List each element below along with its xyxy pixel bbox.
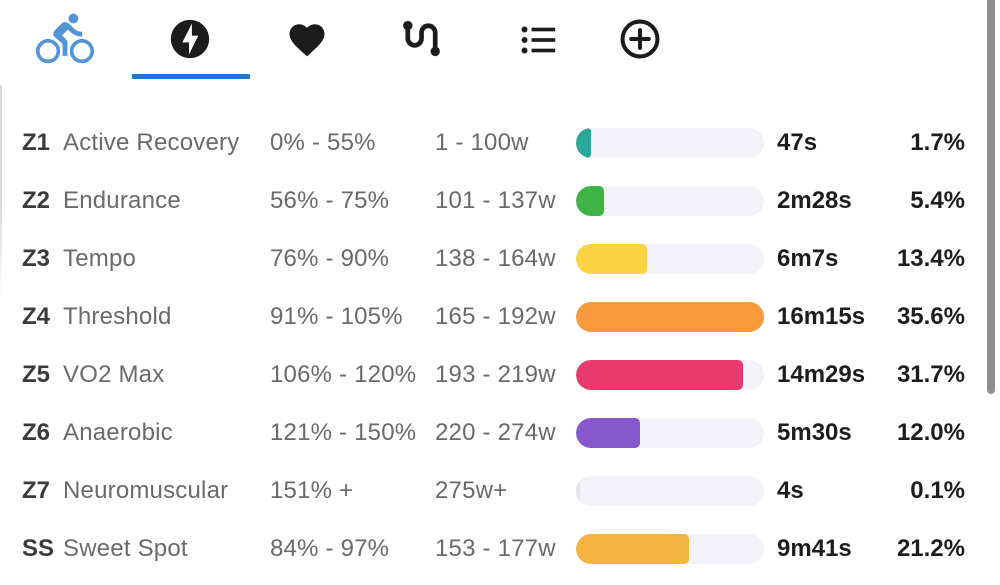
zone-pct-of-total: 5.4% — [910, 187, 965, 214]
tab-header — [0, 0, 1000, 100]
zone-code: Z1 — [22, 129, 51, 156]
zone-code: Z2 — [22, 187, 51, 214]
route-icon — [403, 20, 440, 57]
zone-pct-range: 76% - 90% — [270, 245, 390, 272]
zone-code: Z3 — [22, 245, 51, 272]
zone-bar-track — [576, 476, 764, 506]
tab-heart-rate[interactable] — [285, 19, 329, 61]
zone-row[interactable]: Z3 Tempo 76% - 90% 138 - 164w 6m7s 13.4% — [0, 230, 1000, 288]
zone-watt-range: 1 - 100w — [435, 129, 529, 156]
zone-row[interactable]: Z6 Anaerobic 121% - 150% 220 - 274w 5m30… — [0, 404, 1000, 462]
zone-bar-track — [576, 186, 764, 216]
zone-bar-fill — [576, 244, 647, 274]
zone-code: Z5 — [22, 361, 51, 388]
tab-add[interactable] — [617, 16, 663, 62]
tab-zone-list[interactable] — [516, 19, 560, 61]
zone-name: Sweet Spot — [63, 535, 188, 562]
zone-pct-of-total: 35.6% — [896, 303, 965, 330]
zone-code: Z7 — [22, 477, 51, 504]
zone-watt-range: 193 - 219w — [435, 361, 556, 388]
zone-code: SS — [22, 535, 55, 562]
active-tab-underline — [132, 74, 250, 79]
zone-bar-fill — [576, 186, 605, 216]
zone-time: 6m7s — [777, 245, 839, 272]
zone-watt-range: 101 - 137w — [435, 187, 556, 214]
zone-bar-fill — [576, 302, 764, 332]
zone-bar-track — [576, 418, 764, 448]
tab-route[interactable] — [398, 15, 445, 62]
zone-bar-track — [576, 360, 764, 390]
zone-time: 9m41s — [777, 535, 852, 562]
zone-bar-track — [576, 244, 764, 274]
zone-code: Z6 — [22, 419, 51, 446]
scrollbar[interactable] — [987, 0, 995, 394]
zone-watt-range: 275w+ — [435, 477, 508, 504]
zone-pct-range: 151% + — [270, 477, 354, 504]
zone-table: Z1 Active Recovery 0% - 55% 1 - 100w 47s… — [0, 114, 1000, 578]
zone-time: 47s — [777, 129, 818, 156]
zone-row[interactable]: Z4 Threshold 91% - 105% 165 - 192w 16m15… — [0, 288, 1000, 346]
zone-name: VO2 Max — [63, 361, 165, 388]
zone-row[interactable]: Z2 Endurance 56% - 75% 101 - 137w 2m28s … — [0, 172, 1000, 230]
zone-pct-of-total: 1.7% — [910, 129, 965, 156]
zone-time: 5m30s — [777, 419, 852, 446]
zone-pct-of-total: 0.1% — [910, 477, 965, 504]
zone-code: Z4 — [22, 303, 51, 330]
zone-bar-track — [576, 128, 764, 158]
zone-pct-of-total: 21.2% — [896, 535, 965, 562]
plus-circle-icon — [620, 19, 660, 59]
zone-pct-of-total: 31.7% — [896, 361, 965, 388]
zone-pct-range: 121% - 150% — [270, 419, 417, 446]
lightning-circle-icon — [170, 19, 210, 59]
zone-bar-fill — [576, 418, 640, 448]
zone-row[interactable]: Z1 Active Recovery 0% - 55% 1 - 100w 47s… — [0, 114, 1000, 172]
bullet-list-icon — [521, 26, 556, 54]
tab-power[interactable] — [167, 16, 213, 62]
zone-pct-range: 84% - 97% — [270, 535, 390, 562]
zone-time: 14m29s — [777, 361, 866, 388]
zone-bar-fill — [576, 128, 592, 158]
heart-icon — [289, 24, 325, 57]
zone-watt-range: 220 - 274w — [435, 419, 556, 446]
left-edge-divider — [0, 85, 2, 300]
zone-watt-range: 138 - 164w — [435, 245, 556, 272]
zone-time: 2m28s — [777, 187, 852, 214]
zone-row[interactable]: Z7 Neuromuscular 151% + 275w+ 4s 0.1% — [0, 462, 1000, 520]
zone-pct-range: 56% - 75% — [270, 187, 390, 214]
zone-bar-track — [576, 302, 764, 332]
zone-bar-fill — [576, 534, 689, 564]
zone-row[interactable]: SS Sweet Spot 84% - 97% 153 - 177w 9m41s… — [0, 520, 1000, 578]
zone-pct-range: 106% - 120% — [270, 361, 417, 388]
zone-pct-range: 91% - 105% — [270, 303, 403, 330]
zone-pct-of-total: 12.0% — [896, 419, 965, 446]
zone-name: Threshold — [63, 303, 172, 330]
zone-bar-fill — [576, 360, 744, 390]
zone-bar-track — [576, 534, 764, 564]
zone-name: Active Recovery — [63, 129, 240, 156]
zone-pct-of-total: 13.4% — [896, 245, 965, 272]
zone-time: 4s — [777, 477, 804, 504]
zone-name: Neuromuscular — [63, 477, 229, 504]
zone-name: Anaerobic — [63, 419, 173, 446]
zone-watt-range: 165 - 192w — [435, 303, 556, 330]
zone-name: Endurance — [63, 187, 181, 214]
zone-bar-fill — [576, 476, 580, 506]
zone-time: 16m15s — [777, 303, 866, 330]
cyclist-icon[interactable] — [28, 10, 102, 68]
zone-watt-range: 153 - 177w — [435, 535, 556, 562]
zone-row[interactable]: Z5 VO2 Max 106% - 120% 193 - 219w 14m29s… — [0, 346, 1000, 404]
zone-pct-range: 0% - 55% — [270, 129, 376, 156]
zone-name: Tempo — [63, 245, 137, 272]
